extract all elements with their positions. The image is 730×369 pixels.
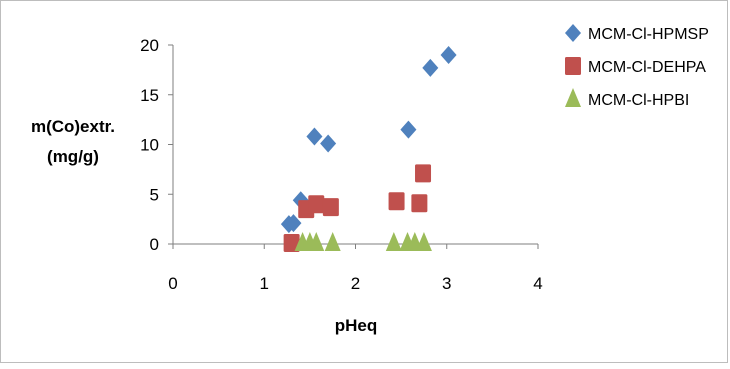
y-tick-label: 5: [150, 185, 159, 204]
ticks: 0 5 10 15 20 0 1 2 3 4: [140, 36, 543, 293]
legend-label: MCM-Cl-HPMSP: [588, 26, 709, 43]
point-diamond: [320, 134, 337, 153]
x-tick-label: 4: [533, 274, 542, 293]
x-tick-label: 2: [351, 274, 360, 293]
point-diamond: [440, 45, 457, 64]
y-tick-label: 20: [140, 36, 159, 55]
point-square: [322, 198, 339, 217]
point-square: [411, 194, 428, 213]
y-tick-label: 15: [140, 86, 159, 105]
axes: [172, 45, 538, 245]
point-triangle: [324, 232, 341, 252]
point-square: [388, 192, 405, 211]
point-triangle: [308, 232, 325, 252]
x-tick-label: 3: [442, 274, 451, 293]
point-square: [415, 164, 432, 183]
data-points: [280, 45, 457, 253]
legend-label: MCM-Cl-HPBI: [588, 92, 689, 109]
point-diamond: [400, 120, 417, 139]
point-triangle: [385, 232, 402, 252]
point-diamond: [422, 58, 439, 77]
y-axis-label-line-1: m(Co)extr.: [31, 117, 115, 136]
legend-marker-square: [565, 57, 581, 75]
point-triangle: [415, 232, 432, 252]
point-diamond: [306, 127, 323, 146]
point-square: [283, 234, 300, 253]
x-axis-label: pHeq: [335, 316, 378, 335]
point-square: [308, 195, 325, 214]
y-tick-label: 10: [140, 136, 159, 155]
legend-label: MCM-Cl-DEHPA: [588, 59, 706, 76]
legend: MCM-Cl-HPMSP MCM-Cl-DEHPA MCM-Cl-HPBI: [565, 24, 709, 109]
point-diamond: [285, 214, 302, 233]
y-tick-label: 0: [150, 235, 159, 254]
legend-marker-diamond: [565, 24, 581, 42]
x-tick-label: 0: [168, 274, 177, 293]
x-tick-label: 1: [260, 274, 269, 293]
y-axis-label-line-2: (mg/g): [47, 147, 99, 166]
legend-marker-triangle: [565, 88, 581, 107]
